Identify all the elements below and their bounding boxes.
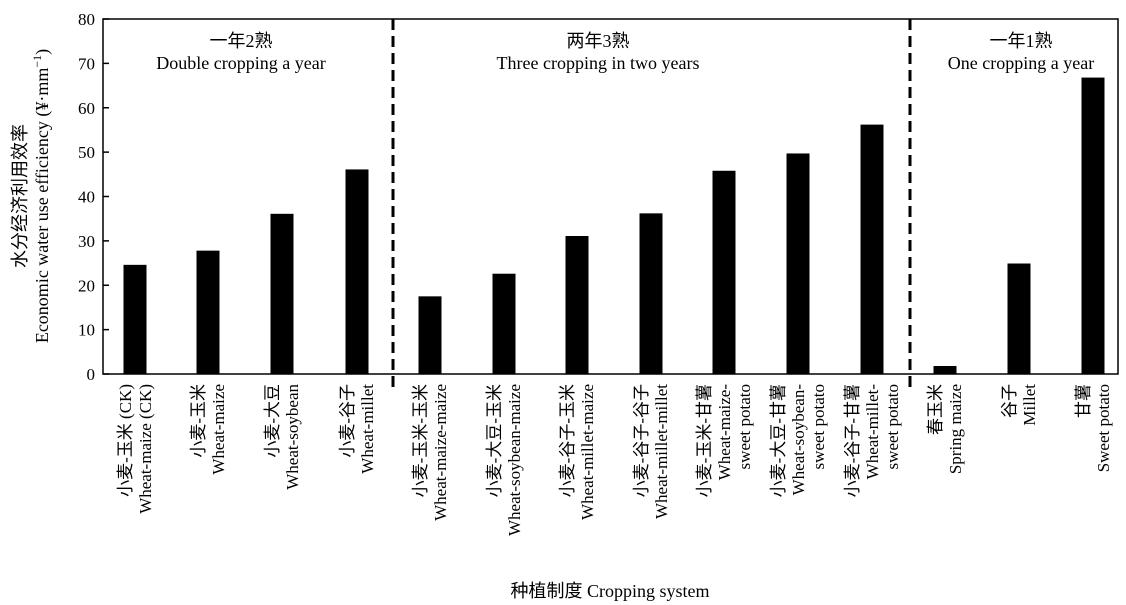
category-label: 小麦-谷子-甘薯 — [843, 384, 862, 497]
y-axis-ticks: 0 10 20 30 40 50 60 70 80 — [78, 10, 1094, 384]
y-tick-label: 60 — [78, 99, 95, 118]
category-label: Wheat-millet-maize — [578, 384, 597, 520]
category-label: Millet — [1020, 384, 1039, 426]
bar — [196, 250, 220, 374]
category-label: 小麦-玉米-甘薯 — [695, 384, 714, 497]
category-label: Wheat-maize — [209, 384, 228, 475]
y-axis-title-en: Economic water use efficiency (¥·mm — [32, 68, 53, 344]
category-label: 春玉米 — [926, 384, 945, 435]
group-title-en: Double cropping a year — [156, 53, 325, 73]
bar — [639, 213, 663, 374]
category-labels: 小麦-玉米 (CK) Wheat-maize (CK) 小麦-玉米 Wheat-mai… — [116, 384, 1113, 536]
category-label: 谷子 — [1000, 384, 1019, 418]
category-label: 小麦-玉米 — [189, 384, 208, 458]
bars — [123, 77, 1105, 374]
category-label: Sweet potato — [1094, 384, 1113, 472]
category-label: 小麦-大豆-玉米 — [485, 384, 504, 497]
bar — [1081, 77, 1105, 374]
bar — [123, 264, 147, 374]
y-axis-title-superscript: −1 — [30, 55, 44, 68]
category-label: 小麦-玉米-玉米 — [411, 384, 430, 497]
y-tick-label: 10 — [78, 321, 95, 340]
category-label: Wheat-soybean-maize — [505, 384, 524, 536]
y-tick-label: 50 — [78, 143, 95, 162]
y-tick-label: 30 — [78, 232, 95, 251]
category-label: Wheat-millet- — [863, 384, 882, 480]
bar — [492, 273, 516, 374]
y-tick-label: 0 — [87, 365, 96, 384]
y-axis-title-cn: 水分经济利用效率 — [10, 124, 30, 268]
category-label: Wheat-maize- — [715, 384, 734, 481]
group-separators — [391, 19, 912, 388]
category-label: Wheat-millet — [358, 384, 377, 474]
category-label: 甘薯 — [1074, 384, 1093, 418]
bar — [712, 170, 736, 374]
group-title-en: One cropping a year — [948, 53, 1094, 73]
category-label: Wheat-soybean- — [789, 384, 808, 496]
category-label: sweet potato — [809, 384, 828, 469]
y-axis-title-close: ) — [32, 49, 53, 55]
bar — [418, 296, 442, 374]
category-label: 小麦-大豆 — [263, 384, 282, 458]
bar — [345, 169, 369, 374]
y-tick-label: 80 — [78, 10, 95, 29]
category-label: 小麦-玉米 (CK) — [116, 384, 135, 497]
y-tick-label: 20 — [78, 276, 95, 295]
bar — [270, 213, 294, 374]
category-label: Wheat-millet-millet — [652, 384, 671, 519]
category-label: Wheat-maize (CK) — [136, 384, 155, 514]
group-title-cn: 两年3熟 — [567, 31, 630, 51]
x-axis-title: 种植制度 Cropping system — [510, 581, 709, 601]
group-title-cn: 一年1熟 — [990, 31, 1053, 51]
group-title-en: Three cropping in two years — [497, 53, 700, 73]
category-label: Spring maize — [946, 384, 965, 474]
category-label: sweet potato — [883, 384, 902, 469]
bar — [786, 153, 810, 374]
category-label: 小麦-谷子-谷子 — [632, 384, 651, 497]
y-tick-label: 40 — [78, 188, 95, 207]
bar — [933, 366, 957, 374]
category-label: 小麦-谷子-玉米 — [558, 384, 577, 497]
bar — [1007, 263, 1031, 374]
category-label: Wheat-soybean — [283, 384, 302, 490]
bar — [565, 235, 589, 374]
category-label: 小麦-谷子 — [338, 384, 357, 458]
category-label: sweet potato — [735, 384, 754, 469]
category-label: 小麦-大豆-甘薯 — [769, 384, 788, 497]
y-tick-label: 70 — [78, 54, 95, 73]
category-label: Wheat-maize-maize — [431, 384, 450, 521]
group-title-cn: 一年2熟 — [210, 31, 273, 51]
y-axis-title: 水分经济利用效率 Economic water use efficiency (¥… — [10, 49, 53, 343]
bar — [860, 124, 884, 374]
